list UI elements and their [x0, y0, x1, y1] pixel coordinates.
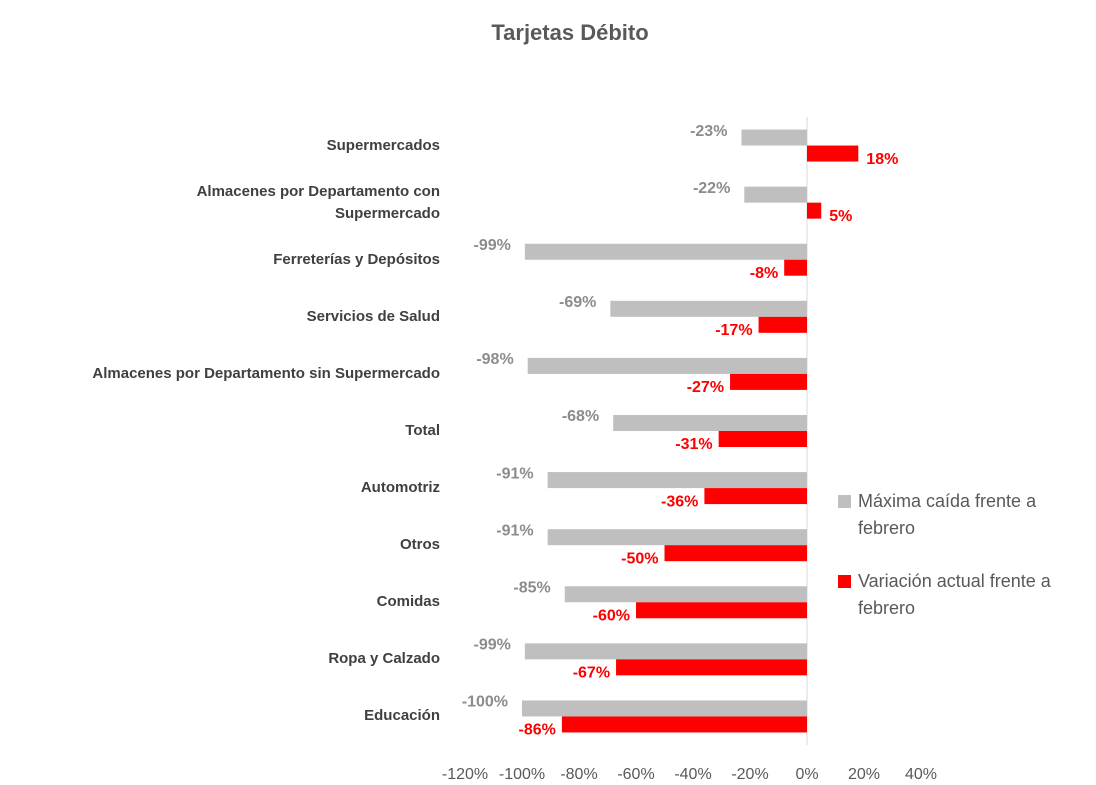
data-label: -91%: [496, 522, 533, 539]
bar: [616, 659, 807, 676]
y-tick-label: Comidas: [376, 593, 440, 611]
y-tick-label: Almacenes por Departamento sin Supermerc…: [92, 364, 440, 382]
bar: [784, 259, 807, 276]
bar: [610, 300, 807, 317]
x-tick-label: -120%: [442, 766, 488, 783]
bar: [522, 700, 807, 717]
bar: [664, 545, 807, 562]
chart-title: Tarjetas Débito: [491, 20, 648, 45]
data-label: -68%: [562, 408, 599, 425]
data-label: -99%: [473, 637, 510, 654]
y-tick-label: Ferreterías y Depósitos: [273, 250, 440, 268]
data-label: -17%: [715, 322, 752, 339]
bar: [613, 415, 807, 431]
data-label: -27%: [687, 379, 724, 396]
y-tick-label: Servicios de Salud: [306, 307, 440, 325]
bar: [564, 586, 807, 603]
x-tick-label: -20%: [731, 766, 768, 783]
bar: [547, 472, 807, 489]
bar: [636, 602, 807, 619]
legend-label: Máxima caída frente a febrero: [858, 491, 1037, 538]
legend-label: Variación actual frente a febrero: [858, 571, 1051, 618]
y-tick-label: Total: [405, 422, 440, 439]
data-label: -99%: [473, 237, 510, 254]
bar: [524, 643, 807, 660]
bar: [730, 373, 807, 390]
data-label: -86%: [519, 722, 556, 739]
data-label: -98%: [476, 351, 513, 368]
data-label: -100%: [462, 694, 508, 711]
data-label: -60%: [593, 607, 630, 624]
y-tick-label: Ropa y Calzado: [328, 650, 440, 668]
bar: [807, 145, 859, 162]
bar: [741, 129, 807, 146]
data-label: -36%: [661, 493, 698, 510]
data-label: -31%: [675, 436, 712, 453]
x-tick-label: -60%: [617, 766, 654, 783]
y-tick-label: Educación: [364, 707, 440, 725]
bar: [527, 357, 807, 374]
data-label: -85%: [513, 579, 550, 596]
bar: [807, 202, 822, 219]
x-tick-label: 20%: [848, 766, 880, 783]
bar: [744, 186, 807, 203]
data-label: -23%: [690, 123, 727, 140]
y-tick-label: Supermercados: [326, 136, 440, 154]
bar: [704, 488, 807, 505]
bar: [524, 243, 807, 260]
data-label: -91%: [496, 465, 533, 482]
bar: [561, 716, 807, 733]
y-tick-label: Automotriz: [360, 479, 440, 497]
data-label: 5%: [829, 208, 852, 225]
data-label: -8%: [750, 265, 778, 282]
x-tick-label: 40%: [905, 766, 937, 783]
data-label: 18%: [866, 151, 898, 168]
data-label: -69%: [559, 294, 596, 311]
legend-swatch: [838, 495, 851, 508]
x-tick-label: -80%: [560, 766, 597, 783]
data-label: -22%: [693, 180, 730, 197]
bar: [758, 316, 807, 333]
legend-swatch: [838, 575, 851, 588]
x-tick-label: -100%: [499, 766, 545, 783]
bar: [547, 529, 807, 546]
x-tick-label: 0%: [795, 766, 818, 783]
bar: [718, 431, 807, 447]
data-label: -67%: [573, 665, 610, 682]
x-tick-label: -40%: [674, 766, 711, 783]
data-label: -50%: [621, 550, 658, 567]
y-tick-label: Almacenes por Departamento con Supermerc…: [196, 182, 440, 222]
y-tick-label: Otros: [399, 536, 440, 554]
